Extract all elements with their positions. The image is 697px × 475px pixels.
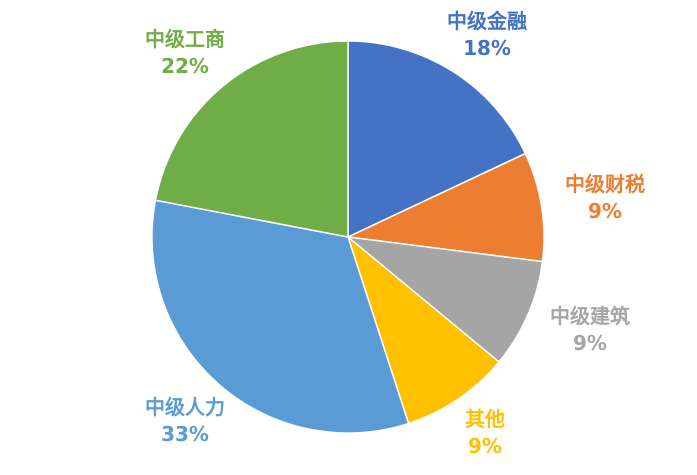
slice-percent-label: 9% [468,434,502,458]
slice-label: 中级金融 [447,9,527,33]
pie-slice [347,40,527,239]
pie-slice [151,199,410,434]
slice-label: 其他 [465,407,505,431]
slice-percent-label: 9% [573,331,607,355]
pie-slice [154,40,349,238]
slice-label: 中级财税 [565,172,645,196]
slice-label: 中级工商 [145,27,225,51]
pie-slice [345,152,545,263]
slice-percent-label: 33% [161,422,209,446]
pie-slice [346,234,501,425]
slice-percent-label: 22% [161,54,209,78]
slice-percent-label: 9% [588,199,622,223]
slice-label: 中级人力 [145,395,225,419]
slice-percent-label: 18% [463,36,511,60]
pie-slice [345,235,544,363]
slice-label: 中级建筑 [550,304,630,328]
